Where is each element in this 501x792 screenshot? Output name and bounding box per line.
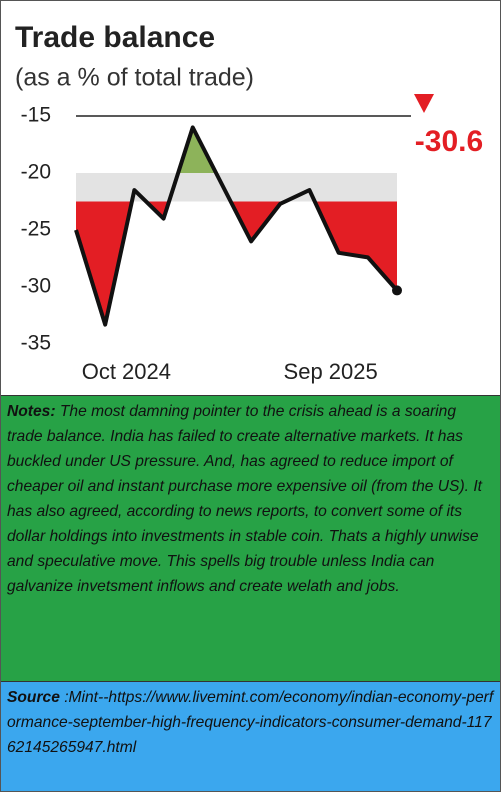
y-tick-label: -35 [21,332,51,355]
chart-subtitle: (as a % of total trade) [15,64,254,92]
y-tick-label: -30 [21,275,51,298]
end-marker [392,285,402,296]
x-tick-label: Sep 2025 [284,359,378,384]
below-area [76,201,397,325]
chart-title: Trade balance [15,21,215,54]
down-arrow [414,94,434,113]
source-text: :Mint--https://www.livemint.com/economy/… [7,689,494,756]
series-line [74,125,399,327]
y-tick-label: -15 [21,104,51,127]
notes-label: Notes: [7,403,56,420]
notes: Notes: The most damning pointer to the c… [1,395,500,681]
band [76,173,397,202]
notes-text: The most damning pointer to the crisis a… [7,403,482,595]
source: Source :Mint--https://www.livemint.com/e… [1,681,500,791]
y-tick-label: -20 [21,161,51,184]
annotation: -30.6 [415,125,483,158]
chart: Trade balance (as a % of total trade) -3… [1,1,500,395]
x-tick-label: Oct 2024 [82,359,171,384]
source-label: Source [7,689,60,706]
y-tick-label: -25 [21,218,51,241]
